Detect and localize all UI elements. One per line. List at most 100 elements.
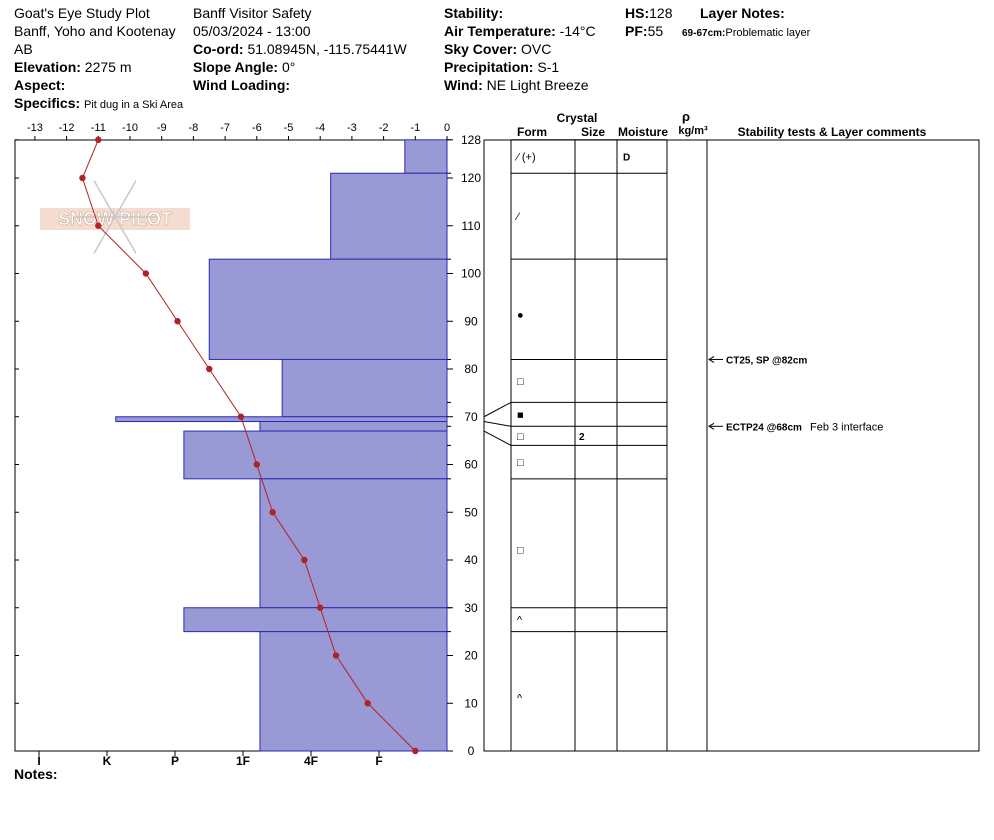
layer-table-frame xyxy=(483,139,980,752)
watermark-text: SNOW PILOT xyxy=(58,209,172,229)
temperature-point xyxy=(317,604,324,611)
precip-value: S-1 xyxy=(537,59,560,75)
temp-tick-label: -5 xyxy=(284,122,294,134)
crystal-form: ■ xyxy=(517,409,524,421)
location-name: Goat's Eye Study Plot xyxy=(14,5,150,21)
height-tick-label: 128 xyxy=(461,133,481,147)
temperature-point xyxy=(95,222,102,229)
crystal-form: ^ xyxy=(517,692,523,704)
temp-tick-label: -11 xyxy=(91,122,106,134)
crystal-form: □ xyxy=(517,431,524,443)
temp-tick-label: -9 xyxy=(157,122,167,134)
hardness-tick-label: F xyxy=(375,754,382,768)
boundary-connector xyxy=(483,430,512,446)
penetration-foot: PF:55 xyxy=(625,22,663,40)
wind-value: NE Light Breeze xyxy=(486,77,589,93)
temperature-point xyxy=(364,700,371,707)
wind-loading-label: Wind Loading: xyxy=(193,77,291,93)
sky-label: Sky Cover: xyxy=(444,41,518,57)
boundary-connector xyxy=(483,401,512,418)
temperature-point xyxy=(269,509,276,516)
temperature-point xyxy=(301,556,308,564)
height-tick-label: 80 xyxy=(464,362,478,376)
stability-test-label: CT25, SP @82cm xyxy=(726,355,807,366)
elevation: Elevation: 2275 m xyxy=(14,58,132,76)
temperature-line xyxy=(81,139,416,752)
temperature-point xyxy=(174,318,181,325)
province: AB xyxy=(14,41,33,57)
temp-tick-label: -7 xyxy=(220,122,230,134)
height-tick-label: 10 xyxy=(464,696,478,710)
moisture-value: D xyxy=(623,153,630,164)
slope-value: 0° xyxy=(281,59,296,75)
temp-tick-label: -3 xyxy=(347,122,357,134)
temp-tick-label: -8 xyxy=(189,122,199,134)
wind-loading: Wind Loading: xyxy=(193,76,290,94)
elevation-label: Elevation: xyxy=(14,59,81,75)
temp-tick-label: -2 xyxy=(379,122,389,134)
snowflake-icon xyxy=(93,216,116,254)
temp-tick-label: 0 xyxy=(444,122,450,134)
hardness-tick-label: 4F xyxy=(304,754,318,768)
height-tick-label: 50 xyxy=(464,505,478,519)
header-rho: ρ xyxy=(682,109,690,124)
organization: Banff Visitor Safety xyxy=(193,5,312,21)
watermark-band xyxy=(40,208,190,230)
aspect-label: Aspect: xyxy=(14,77,66,93)
snowflake-icon xyxy=(93,180,116,218)
height-tick-label: 0 xyxy=(468,744,475,758)
temperature-point xyxy=(253,461,260,468)
slope-label: Slope Angle: xyxy=(193,59,279,75)
sky-value: OVC xyxy=(521,41,552,57)
layer-note-text: Problematic layer xyxy=(725,27,811,39)
header-crystal: Crystal xyxy=(557,111,598,125)
snowflake-icon xyxy=(114,180,137,218)
temperature-point xyxy=(95,136,102,143)
header-stability: Stability tests & Layer comments xyxy=(738,125,927,139)
height-tick-label: 100 xyxy=(461,267,481,281)
temperature-point xyxy=(142,270,150,277)
hs-value: 128 xyxy=(649,5,673,21)
wind-label: Wind: xyxy=(444,77,483,93)
hardness-bar xyxy=(281,358,448,418)
temperature-point xyxy=(237,413,245,420)
hardness-bar xyxy=(183,430,448,480)
specifics: Specifics: Pit dug in a Ski Area xyxy=(14,94,183,114)
height-tick-label: 40 xyxy=(464,553,478,567)
layer-notes-label: Layer Notes: xyxy=(700,5,785,21)
header-size: Size xyxy=(581,125,605,139)
specifics-label: Specifics: xyxy=(14,95,81,111)
temperature-point xyxy=(332,652,340,659)
crystal-form: ^ xyxy=(517,615,523,627)
stability: Stability: xyxy=(444,4,503,22)
height-tick-label: 70 xyxy=(464,410,478,424)
precipitation: Precipitation: S-1 xyxy=(444,58,559,76)
aspect: Aspect: xyxy=(14,76,65,94)
pf-label: PF: xyxy=(625,23,648,39)
precip-label: Precipitation: xyxy=(444,59,534,75)
sky-cover: Sky Cover: OVC xyxy=(444,40,551,58)
hardness-bar xyxy=(115,416,448,423)
stability-arrow-head xyxy=(708,422,715,430)
hardness-tick-label: I xyxy=(37,754,40,768)
crystal-form: □ xyxy=(517,376,524,388)
coord-label: Co-ord: xyxy=(193,41,244,57)
hardness-tick-label: K xyxy=(103,754,112,768)
hardness-bar xyxy=(330,172,448,260)
hs-label: HS: xyxy=(625,5,650,21)
hardness-bar xyxy=(183,607,448,633)
specifics-value: Pit dug in a Ski Area xyxy=(84,99,184,111)
crystal-form: ● xyxy=(517,309,524,321)
air-temp-label: Air Temperature: xyxy=(444,23,556,39)
stability-test-comment: Feb 3 interface xyxy=(810,421,883,433)
pf-value: 55 xyxy=(647,23,664,39)
region: Banff, Yoho and Kootenay xyxy=(14,23,176,39)
height-tick-label: 110 xyxy=(461,219,480,233)
header-form: Form xyxy=(517,125,547,139)
air-temp-value: -14°C xyxy=(559,23,596,39)
header-moisture: Moisture xyxy=(618,125,668,139)
height-tick-label: 60 xyxy=(464,458,478,472)
temp-tick-label: -10 xyxy=(122,122,138,134)
elevation-value: 2275 m xyxy=(84,59,132,75)
